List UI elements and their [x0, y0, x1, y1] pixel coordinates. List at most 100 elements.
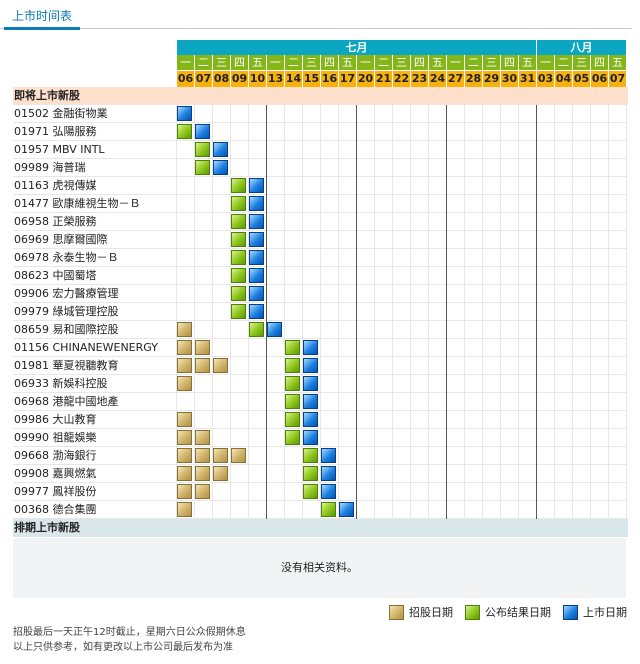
stock-name: 虎視傳媒 — [52, 179, 97, 192]
column-gridline — [572, 105, 573, 537]
day-header: 17 — [339, 71, 356, 87]
stock-name: 易和國際控股 — [52, 323, 119, 336]
stock-name: 海普瑞 — [52, 161, 86, 174]
listing-date-marker — [213, 160, 228, 175]
listing-date-marker — [321, 448, 336, 463]
stock-code: 01163 — [14, 179, 49, 192]
subscription-date-marker — [195, 466, 210, 481]
stock-row-label[interactable]: 01971 弘陽服務 — [14, 123, 97, 141]
weekday-header: 三 — [303, 55, 320, 70]
column-gridline — [302, 105, 303, 537]
stock-row-label[interactable]: 09668 渤海銀行 — [14, 447, 97, 465]
column-gridline — [374, 105, 375, 537]
listing-date-marker — [339, 502, 354, 517]
stock-row-label[interactable]: 09977 鳳祥股份 — [14, 483, 97, 501]
stock-code: 09906 — [14, 287, 49, 300]
subscription-date-marker — [213, 466, 228, 481]
result-date-marker — [303, 448, 318, 463]
result-date-marker — [303, 484, 318, 499]
tab-listing-schedule[interactable]: 上市时间表 — [4, 8, 81, 30]
day-header: 21 — [375, 71, 392, 87]
day-header: 05 — [573, 71, 590, 87]
listing-date-marker — [249, 232, 264, 247]
listing-date-marker — [303, 394, 318, 409]
subscription-date-marker — [177, 376, 192, 391]
weekday-header: 三 — [393, 55, 410, 70]
stock-row-label[interactable]: 01502 金融街物業 — [14, 105, 108, 123]
stock-row-label[interactable]: 01156 CHINANEWENERGY — [14, 339, 158, 357]
weekday-header: 三 — [573, 55, 590, 70]
listing-date-marker — [195, 124, 210, 139]
weekday-header: 四 — [591, 55, 608, 70]
stock-row-label[interactable]: 06969 思摩爾國際 — [14, 231, 108, 249]
column-gridline — [248, 105, 249, 537]
stock-code: 09979 — [14, 305, 49, 318]
stock-name: 新娛科控股 — [52, 377, 108, 390]
stock-row-label[interactable]: 06958 正榮服務 — [14, 213, 97, 231]
stock-row-label[interactable]: 01957 MBV INTL — [14, 141, 105, 159]
stock-row-label[interactable]: 08623 中國蜀塔 — [14, 267, 97, 285]
weekday-header: 五 — [339, 55, 356, 70]
stock-row-label[interactable]: 01981 華夏視聽教育 — [14, 357, 119, 375]
result-date-marker — [285, 412, 300, 427]
stock-name: 港龍中國地產 — [52, 395, 119, 408]
column-gridline — [284, 105, 285, 537]
stock-code: 01971 — [14, 125, 49, 138]
tab-bar: 上市时间表 — [0, 0, 632, 30]
stock-row-label[interactable]: 00368 德合集團 — [14, 501, 97, 519]
day-header: 22 — [393, 71, 410, 87]
listing-date-marker — [303, 340, 318, 355]
day-header: 06 — [177, 71, 194, 87]
listing-date-marker — [249, 304, 264, 319]
stock-name: MBV INTL — [52, 143, 105, 156]
day-header: 06 — [591, 71, 608, 87]
subscription-date-marker — [195, 358, 210, 373]
subscription-date-marker — [195, 484, 210, 499]
stock-row-label[interactable]: 09989 海普瑞 — [14, 159, 86, 177]
stock-row-label[interactable]: 09979 綠城管理控股 — [14, 303, 119, 321]
result-date-marker — [231, 178, 246, 193]
stock-row-label[interactable]: 06933 新娛科控股 — [14, 375, 108, 393]
stock-name: CHINANEWENERGY — [52, 341, 158, 354]
day-header: 03 — [537, 71, 554, 87]
day-header: 07 — [195, 71, 212, 87]
weekday-header: 五 — [249, 55, 266, 70]
result-date-marker — [285, 340, 300, 355]
stock-row-label[interactable]: 09990 祖龍娛樂 — [14, 429, 97, 447]
stock-row-label[interactable]: 08659 易和國際控股 — [14, 321, 119, 339]
stock-row-label[interactable]: 09908 嘉興燃氣 — [14, 465, 97, 483]
subscription-date-marker — [231, 448, 246, 463]
listing-date-marker — [249, 250, 264, 265]
result-date-marker — [231, 304, 246, 319]
listing-date-marker — [321, 466, 336, 481]
weekday-header: 一 — [447, 55, 464, 70]
listing-date-marker — [249, 214, 264, 229]
result-date-marker — [285, 430, 300, 445]
day-header: 04 — [555, 71, 572, 87]
weekday-header: 四 — [501, 55, 518, 70]
stock-code: 09986 — [14, 413, 49, 426]
column-gridline — [626, 105, 627, 537]
stock-row-label[interactable]: 06968 港龍中國地產 — [14, 393, 119, 411]
stock-code: 09990 — [14, 431, 49, 444]
weekday-header: 三 — [213, 55, 230, 70]
row-gridline — [13, 104, 627, 105]
weekday-header: 一 — [267, 55, 284, 70]
stock-row-label[interactable]: 09986 大山教育 — [14, 411, 97, 429]
stock-row-label[interactable]: 09906 宏力醫療管理 — [14, 285, 119, 303]
weekday-header: 一 — [177, 55, 194, 70]
weekday-header: 一 — [537, 55, 554, 70]
stock-name: 祖龍娛樂 — [52, 431, 97, 444]
stock-name: 弘陽服務 — [52, 125, 97, 138]
stock-row-label[interactable]: 01163 虎視傳媒 — [14, 177, 97, 195]
result-date-marker — [231, 214, 246, 229]
stock-row-label[interactable]: 06978 永泰生物－Ｂ — [14, 249, 119, 267]
result-date-marker — [285, 394, 300, 409]
stock-row-label[interactable]: 01477 歐康維視生物－Ｂ — [14, 195, 141, 213]
result-date-swatch-icon — [465, 605, 480, 620]
column-gridline — [212, 105, 213, 537]
subscription-date-swatch-icon — [389, 605, 404, 620]
subscription-date-marker — [177, 412, 192, 427]
stock-name: 大山教育 — [52, 413, 97, 426]
